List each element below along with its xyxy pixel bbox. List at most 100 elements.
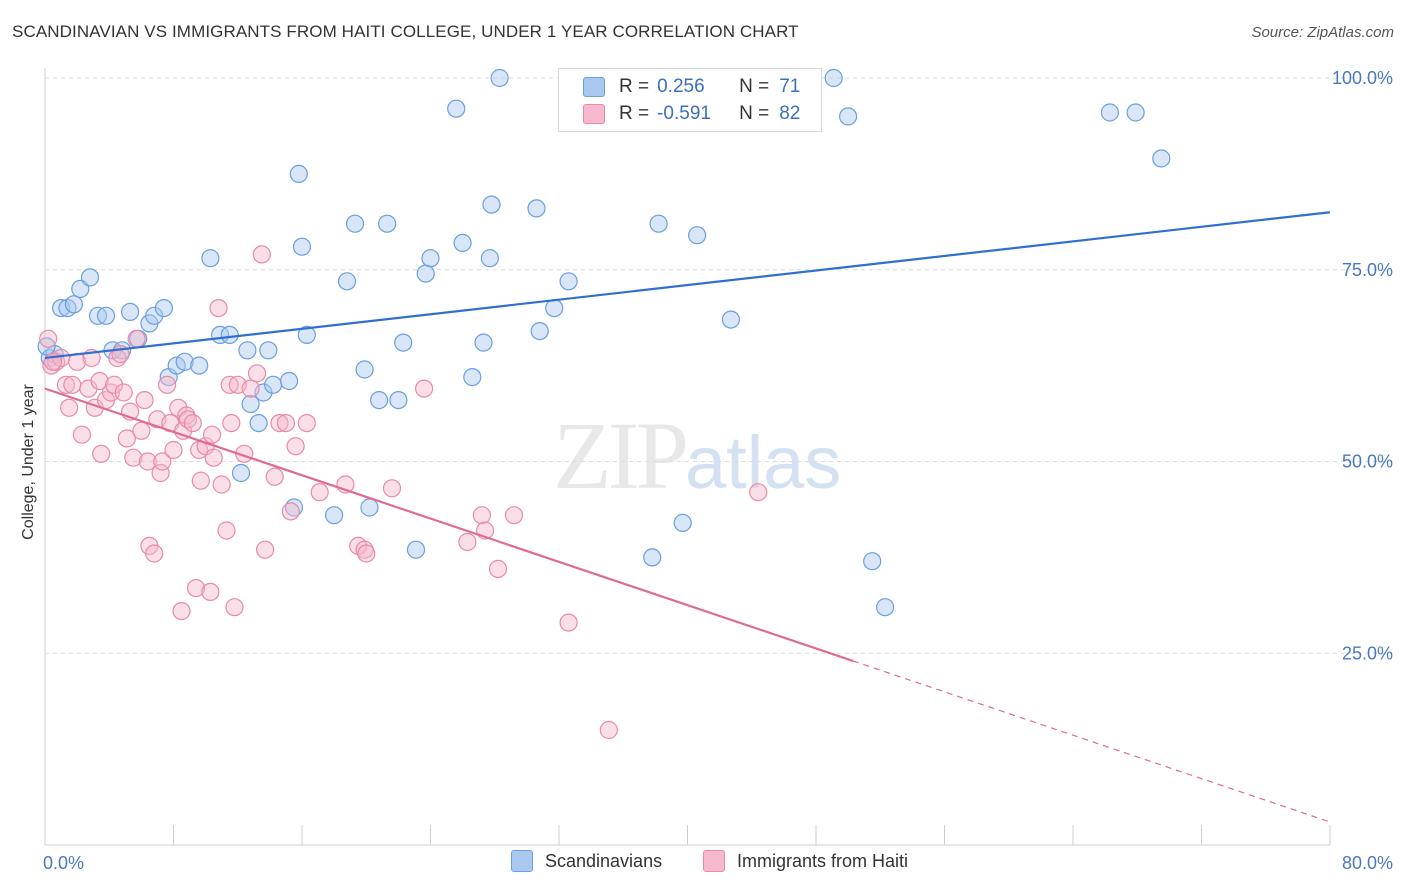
point-scandinavians (463, 368, 482, 387)
point-scandinavians (37, 337, 56, 356)
legend-item-haiti[interactable]: Immigrants from Haiti (703, 850, 908, 872)
point-scandinavians (64, 295, 84, 314)
point-scandinavians (360, 498, 379, 517)
n-value: 71 (779, 76, 801, 97)
point-haiti (201, 582, 220, 602)
point-scandinavians (96, 306, 116, 325)
n-label: N = (739, 76, 770, 97)
point-scandinavians (175, 352, 194, 371)
point-haiti (559, 613, 578, 632)
point-scandinavians (406, 540, 426, 559)
r-value: 0.256 (657, 76, 705, 97)
point-scandinavians (231, 463, 251, 483)
point-haiti (145, 544, 164, 563)
point-haiti (256, 540, 275, 559)
point-haiti (104, 375, 124, 394)
point-scandinavians (1152, 149, 1171, 168)
point-scandinavians (649, 214, 668, 233)
y-tick-label: 100.0% (1332, 68, 1393, 88)
chart-source: Source: ZipAtlas.com (1251, 24, 1394, 41)
point-scandinavians (474, 333, 493, 352)
point-scandinavians (297, 325, 316, 344)
point-haiti (174, 421, 193, 440)
point-haiti (153, 452, 172, 471)
point-scandinavians (721, 310, 741, 329)
watermark-atlas: atlas (685, 421, 842, 504)
trend-layer (44, 211, 1331, 823)
point-haiti (63, 375, 82, 394)
point-scandinavians (480, 249, 499, 268)
point-scandinavians (370, 391, 389, 410)
stats-swatch-scandinavians (583, 77, 605, 97)
point-scandinavians (416, 264, 435, 283)
point-scandinavians (345, 214, 365, 233)
point-haiti (749, 483, 768, 502)
point-haiti (276, 414, 295, 433)
point-haiti (151, 463, 170, 483)
point-haiti (217, 521, 236, 540)
point-haiti (252, 245, 271, 264)
stats-row-scandinavians: R = 0.256 N = 71 (583, 73, 800, 101)
r-label: R = (619, 76, 650, 97)
point-haiti (241, 379, 260, 398)
x-tick-label-min: 0.0% (43, 853, 84, 873)
trendline-haiti (44, 387, 854, 662)
point-haiti (212, 475, 231, 494)
point-scandinavians (1126, 103, 1145, 122)
point-haiti (286, 437, 305, 456)
point-haiti (225, 598, 244, 617)
point-haiti (382, 479, 402, 498)
grid-layer (45, 77, 1392, 654)
point-scandinavians (292, 237, 312, 256)
point-haiti (599, 720, 618, 740)
point-haiti (114, 383, 133, 402)
point-haiti (56, 375, 76, 394)
point-haiti (127, 329, 146, 348)
point-haiti (186, 578, 206, 598)
point-scandinavians (482, 195, 501, 214)
point-scandinavians (389, 391, 408, 410)
point-scandinavians (687, 226, 707, 245)
points-layer (37, 68, 1171, 740)
legend-label: Scandinavians (545, 850, 663, 871)
legend-item-scandinavians[interactable]: Scandinavians (511, 850, 662, 872)
point-scandinavians (325, 506, 344, 525)
point-haiti (183, 414, 202, 433)
point-scandinavians (280, 371, 299, 391)
point-haiti (39, 329, 58, 348)
y-tick-label: 75.0% (1342, 260, 1393, 280)
point-haiti (247, 364, 267, 383)
point-scandinavians (145, 306, 164, 325)
point-scandinavians (643, 548, 662, 567)
x-tick-label-max: 80.0% (1342, 853, 1393, 873)
point-haiti (59, 398, 79, 417)
point-haiti (135, 391, 154, 410)
axis-layer (44, 68, 1331, 846)
point-haiti (265, 467, 284, 486)
point-scandinavians (154, 299, 173, 318)
point-scandinavians (838, 107, 858, 126)
point-scandinavians (559, 272, 578, 291)
point-scandinavians (394, 333, 413, 352)
y-tick-label: 25.0% (1342, 643, 1393, 663)
point-scandinavians (863, 552, 882, 571)
point-haiti (164, 440, 183, 460)
point-haiti (357, 544, 376, 563)
point-scandinavians (249, 414, 268, 433)
point-haiti (132, 421, 151, 440)
point-scandinavians (530, 322, 549, 341)
y-tick-label: 50.0% (1342, 452, 1393, 472)
point-haiti (172, 601, 191, 621)
point-scandinavians (447, 99, 466, 118)
point-haiti (488, 559, 508, 579)
point-scandinavians (337, 272, 357, 291)
point-haiti (191, 471, 210, 490)
point-haiti (297, 414, 316, 433)
point-haiti (90, 371, 109, 391)
label-layer: 25.0% 50.0% 75.0% 100.0% 0.0% 80.0% College, U… (20, 68, 1393, 873)
correlation-stats-box: R = 0.256 N = 71 R = -0.591 N = 82 (558, 68, 822, 132)
n-value: 82 (779, 103, 801, 124)
point-haiti (415, 379, 434, 398)
point-scandinavians (527, 199, 546, 218)
